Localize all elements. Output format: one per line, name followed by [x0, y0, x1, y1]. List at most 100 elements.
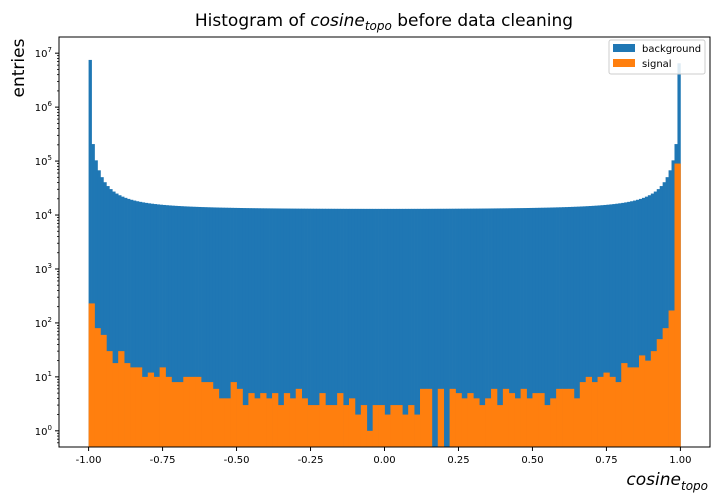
background-bar — [476, 208, 480, 447]
signal-series — [88, 163, 681, 448]
signal-bar — [206, 382, 214, 447]
background-bar — [313, 208, 317, 447]
background-bar — [286, 208, 291, 447]
signal-bar — [301, 398, 308, 447]
background-bar — [496, 208, 501, 447]
signal-bar — [295, 388, 302, 447]
signal-bar — [562, 388, 569, 447]
background-bar — [455, 208, 459, 447]
background-bar — [414, 208, 418, 447]
signal-bar — [526, 398, 533, 447]
background-bar — [514, 208, 519, 447]
signal-bar — [650, 351, 658, 447]
signal-bar — [183, 376, 190, 447]
background-bar — [502, 208, 507, 447]
background-bar — [206, 207, 211, 447]
background-bar — [517, 208, 521, 447]
background-bar — [150, 203, 155, 447]
background-bar — [106, 186, 110, 447]
background-bar — [295, 208, 300, 447]
background-bar — [192, 206, 196, 447]
signal-bar — [644, 360, 652, 447]
background-bar — [641, 197, 646, 447]
background-bar — [653, 191, 658, 447]
background-bar — [280, 208, 285, 447]
signal-bar — [508, 393, 516, 447]
background-bar — [482, 208, 486, 447]
signal-bar — [254, 398, 261, 447]
background-bar — [615, 203, 619, 447]
background-bar — [627, 201, 631, 447]
signal-bar — [396, 405, 403, 447]
background-bar — [138, 201, 143, 447]
signal-bar — [236, 388, 243, 447]
signal-bar — [514, 398, 521, 447]
signal-bar — [609, 376, 616, 447]
y-axis-label: entries — [9, 38, 29, 97]
background-bar — [369, 208, 374, 447]
background-bar — [360, 208, 365, 447]
signal-bar — [106, 351, 113, 447]
signal-bar — [621, 363, 628, 447]
background-bar — [316, 208, 320, 447]
signal-bar — [212, 388, 220, 447]
background-bar — [254, 208, 258, 447]
signal-bar — [414, 414, 421, 447]
title-subscript: topo — [365, 19, 392, 33]
background-bar — [638, 198, 643, 447]
legend-swatch-signal — [613, 59, 635, 67]
signal-bar — [408, 405, 415, 447]
signal-bar — [556, 388, 563, 447]
background-bar — [636, 199, 640, 447]
signal-bar — [319, 393, 326, 447]
signal-bar — [567, 388, 575, 447]
background-bar — [467, 208, 471, 447]
title-suffix: before data cleaning — [392, 11, 573, 31]
signal-bar — [165, 376, 172, 447]
background-bar — [523, 208, 527, 447]
signal-bar — [289, 398, 297, 447]
signal-bar — [277, 405, 285, 447]
background-bar — [198, 206, 202, 447]
background-bar — [277, 208, 282, 447]
background-bar — [603, 204, 607, 447]
background-bar — [378, 208, 382, 447]
background-bar — [180, 206, 184, 447]
background-bar — [508, 208, 513, 447]
signal-bar — [331, 405, 338, 447]
signal-bar — [627, 367, 634, 447]
x-tick-label: -1.00 — [76, 455, 102, 466]
background-bar — [606, 204, 610, 447]
background-bar — [215, 207, 220, 447]
background-bar — [440, 208, 445, 447]
background-bar — [553, 207, 557, 447]
background-bar — [269, 208, 273, 447]
signal-bar — [585, 376, 592, 447]
background-bar — [242, 208, 246, 447]
signal-bar — [124, 363, 131, 447]
background-bar — [204, 207, 208, 447]
background-bar — [547, 207, 551, 447]
background-bar — [576, 206, 581, 447]
background-bar — [118, 195, 122, 447]
signal-bar — [461, 398, 468, 447]
background-bar — [121, 196, 125, 447]
background-bar — [363, 208, 368, 447]
background-bar — [420, 208, 424, 447]
background-bar — [384, 208, 388, 447]
background-bar — [275, 208, 279, 447]
background-bar — [168, 205, 172, 447]
background-bar — [399, 208, 403, 447]
legend: background signal — [608, 39, 706, 75]
background-bar — [644, 196, 649, 447]
background-bar — [283, 208, 288, 447]
background-bar — [650, 193, 655, 447]
signal-bar — [325, 405, 332, 447]
signal-bar — [218, 398, 226, 447]
signal-bar — [130, 367, 137, 447]
background-bar — [499, 208, 504, 447]
background-bar — [618, 203, 622, 447]
background-bar — [520, 208, 524, 447]
background-bar — [103, 182, 107, 447]
signal-bar — [473, 398, 480, 447]
